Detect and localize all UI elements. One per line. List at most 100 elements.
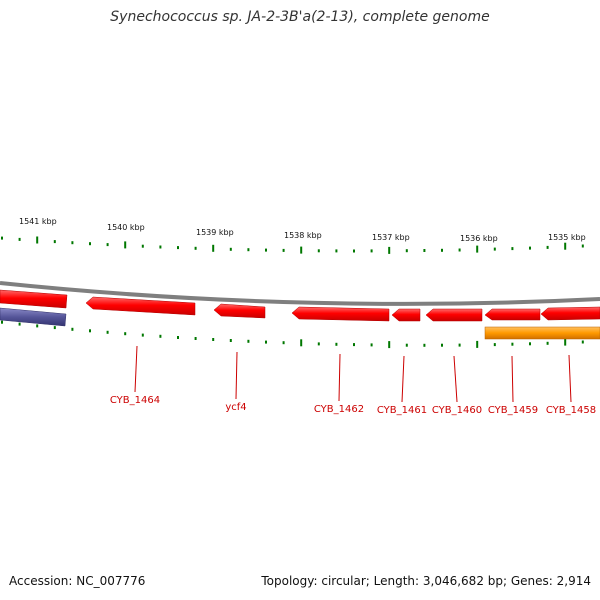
map-title: Synechococcus sp. JA-2-3B'a(2-13), compl… (110, 9, 490, 25)
inner-tick-mark (335, 342, 338, 346)
tick-label-1535: 1535 kbp (548, 233, 586, 242)
inner-tick-mark (247, 339, 250, 343)
gene-arrow-cyb-1464[interactable] (85, 296, 196, 316)
outer-tick-mark (529, 246, 531, 250)
inner-tick-mark (300, 339, 303, 347)
inner-tick-mark (229, 339, 232, 342)
inner-tick-mark (53, 326, 56, 330)
gene-label-ycf4[interactable]: ycf4 (225, 402, 246, 413)
inner-tick-mark (106, 330, 109, 334)
inner-tick-mark (581, 340, 584, 344)
inner-tick-mark (405, 343, 408, 347)
gene-arrow-cyb-1458[interactable] (540, 306, 600, 321)
inner-tick-mark (89, 329, 91, 333)
outer-tick-mark (265, 248, 267, 252)
inner-tick-mark (124, 332, 127, 336)
gene-label-cyb-1458[interactable]: CYB_1458 (546, 405, 596, 416)
gene-label-leaders (134, 345, 572, 403)
outer-tick-mark (405, 249, 408, 253)
inner-tick-mark (388, 341, 391, 349)
tick-label-1536: 1536 kbp (460, 234, 498, 243)
tick-label-1541: 1541 kbp (19, 217, 57, 226)
inner-tick-mark (265, 340, 267, 344)
outer-tick-mark (335, 249, 338, 253)
outer-strand-features (0, 289, 600, 322)
inner-tick-mark (564, 338, 567, 346)
gene-arrow-cyb-1459[interactable] (484, 308, 541, 321)
inner-tick-mark (546, 341, 549, 345)
inner-tick-mark (18, 322, 21, 326)
gene-arrow-outer-1[interactable] (0, 289, 68, 309)
genome-backbone (0, 281, 600, 306)
orange-feature[interactable] (484, 326, 600, 340)
inner-tick-mark (423, 343, 426, 347)
outer-tick-mark (141, 244, 144, 248)
inner-tick-mark (493, 343, 496, 347)
inner-tick-mark (194, 337, 197, 340)
inner-tick-mark (1, 320, 3, 324)
inner-tick-mark (458, 343, 461, 347)
outer-tick-mark (511, 247, 514, 251)
inner-strand-features (0, 307, 600, 340)
outer-scale-ticks (1, 236, 584, 254)
tick-label-1537: 1537 kbp (372, 233, 410, 242)
tick-label-1539: 1539 kbp (196, 228, 234, 237)
outer-tick-mark (159, 245, 162, 249)
outer-tick-mark (423, 249, 426, 252)
outer-tick-mark (493, 247, 496, 251)
outer-tick-mark (282, 248, 285, 252)
outer-tick-mark (441, 248, 443, 252)
outer-tick-mark (106, 243, 109, 247)
outer-tick-mark (177, 246, 179, 250)
gene-label-cyb-1459[interactable]: CYB_1459 (488, 405, 538, 416)
outer-tick-mark (53, 240, 56, 244)
scale-labels: 1541 kbp 1540 kbp 1539 kbp 1538 kbp 1537… (19, 217, 586, 243)
outer-tick-mark (212, 244, 215, 252)
outer-tick-mark (353, 249, 355, 253)
gene-label-cyb-1461[interactable]: CYB_1461 (377, 405, 427, 416)
genome-summary-text: Topology: circular; Length: 3,046,682 bp… (261, 574, 591, 588)
inner-tick-mark (159, 334, 162, 338)
inner-tick-mark (177, 336, 179, 339)
gene-arrow-cyb-1462[interactable] (291, 306, 390, 322)
inner-tick-mark (370, 343, 373, 347)
outer-tick-mark (36, 236, 39, 244)
inner-scale-ticks (1, 320, 584, 349)
tick-label-1540: 1540 kbp (107, 223, 145, 232)
outer-tick-mark (89, 242, 91, 246)
inner-tick-mark (353, 343, 355, 347)
gene-arrow-ycf4[interactable] (213, 303, 266, 319)
outer-tick-mark (300, 246, 303, 254)
gene-label-cyb-1464[interactable]: CYB_1464 (110, 395, 160, 406)
outer-tick-mark (71, 241, 74, 245)
inner-tick-mark (441, 343, 443, 347)
inner-tick-mark (511, 342, 514, 346)
gene-labels: CYB_1464 ycf4 CYB_1462 CYB_1461 CYB_1460… (110, 395, 596, 416)
outer-tick-mark (247, 248, 250, 252)
inner-tick-mark (36, 324, 39, 328)
outer-tick-mark (124, 241, 127, 249)
outer-tick-mark (317, 249, 320, 253)
inner-tick-mark (282, 341, 285, 345)
outer-tick-mark (1, 236, 3, 240)
outer-tick-mark (581, 244, 584, 248)
inner-tick-mark (317, 342, 320, 346)
inner-tick-mark (529, 342, 531, 346)
tick-label-1538: 1538 kbp (284, 231, 322, 240)
outer-tick-mark (476, 245, 479, 253)
gene-arrow-cyb-1460[interactable] (425, 308, 483, 322)
outer-tick-mark (370, 249, 373, 253)
gene-label-cyb-1462[interactable]: CYB_1462 (314, 404, 364, 415)
inner-tick-mark (141, 333, 144, 337)
outer-tick-mark (18, 237, 21, 241)
gene-label-cyb-1460[interactable]: CYB_1460 (432, 405, 482, 416)
accession-text: Accession: NC_007776 (9, 574, 146, 588)
outer-tick-mark (458, 248, 461, 252)
outer-tick-mark (564, 242, 567, 250)
outer-tick-mark (229, 247, 232, 251)
outer-tick-mark (388, 246, 391, 254)
purple-feature[interactable] (0, 307, 67, 327)
gene-arrow-cyb-1461[interactable] (391, 308, 421, 322)
inner-tick-mark (71, 327, 74, 331)
